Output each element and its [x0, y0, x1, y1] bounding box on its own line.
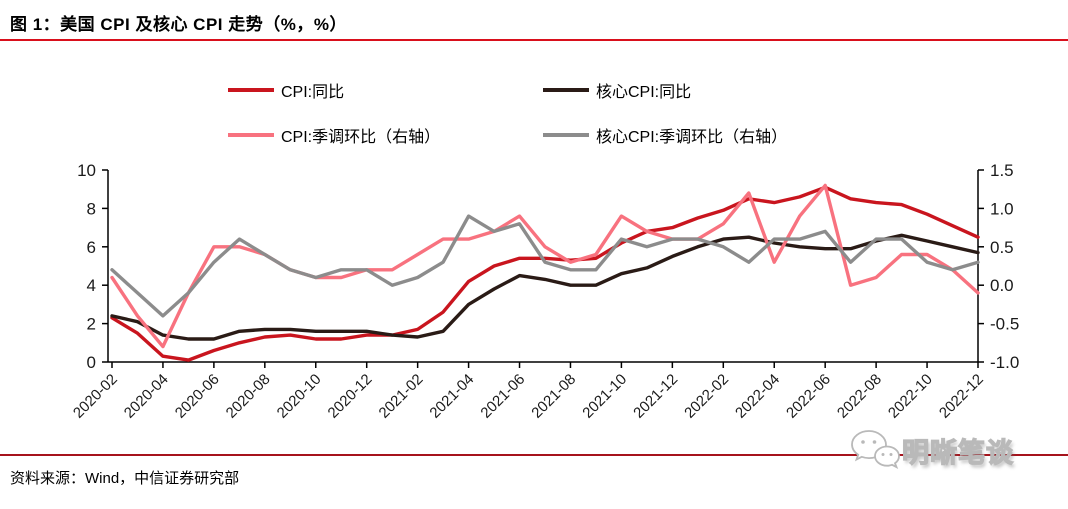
left-axis-tick-label: 6 — [87, 238, 96, 257]
right-axis-tick-label: 0.0 — [990, 276, 1014, 295]
wechat-icon — [851, 430, 900, 469]
x-axis-tick-label: 2020-10 — [274, 371, 325, 422]
title-underline — [0, 39, 1068, 41]
x-axis-tick-label: 2021-10 — [579, 371, 630, 422]
left-axis-tick-label: 4 — [87, 276, 96, 295]
x-axis-tick-label: 2021-12 — [630, 371, 681, 422]
right-axis-tick-label: -0.5 — [990, 315, 1019, 334]
left-axis-tick-label: 0 — [87, 353, 96, 372]
x-axis-tick-label: 2022-04 — [732, 371, 783, 422]
legend-item-cpi-yoy: CPI:同比 — [228, 78, 543, 102]
legend-swatch-cpi-yoy — [228, 88, 274, 92]
line-core-cpi-yoy — [110, 233, 980, 341]
x-axis-tick-label: 2022-08 — [834, 371, 885, 422]
x-axis-tick-label: 2022-12 — [936, 371, 987, 422]
left-axis-tick-label: 10 — [77, 161, 96, 180]
legend-item-cpi-mom: CPI:季调环比（右轴） — [228, 123, 543, 147]
x-axis-tick-label: 2021-04 — [426, 371, 477, 422]
watermark-text: 明晰笔谈 — [901, 437, 1014, 468]
x-axis-tick-label: 2022-02 — [681, 371, 732, 422]
legend-item-core-cpi-yoy: 核心CPI:同比 — [543, 78, 787, 102]
right-axis-tick-label: 1.5 — [990, 161, 1014, 180]
x-axis-tick-label: 2021-06 — [477, 371, 528, 422]
watermark: 明晰笔谈 — [850, 428, 1014, 472]
right-axis-tick-label: 0.5 — [990, 238, 1014, 257]
line-cpi-yoy — [110, 185, 980, 362]
x-axis-tick-label: 2020-06 — [172, 371, 223, 422]
x-axis-tick-label: 2020-08 — [223, 371, 274, 422]
x-axis-tick-label: 2020-04 — [121, 371, 172, 422]
left-axis-tick-label: 2 — [87, 315, 96, 334]
legend-label-core-cpi-mom: 核心CPI:季调环比（右轴） — [596, 129, 788, 146]
legend-swatch-core-cpi-yoy — [543, 88, 589, 92]
legend-item-core-cpi-mom: 核心CPI:季调环比（右轴） — [543, 123, 787, 147]
line-core-cpi-mom — [110, 214, 980, 318]
footer-rule — [0, 454, 1068, 456]
legend-swatch-cpi-mom — [228, 133, 274, 137]
chart-legend: CPI:同比 核心CPI:同比 CPI:季调环比（右轴） 核心CPI:季调环比（右轴） — [228, 78, 787, 147]
left-axis-tick-label: 8 — [87, 199, 96, 218]
line-cpi-mom — [110, 183, 980, 349]
legend-swatch-core-cpi-mom — [543, 133, 589, 137]
x-axis-tick-label: 2022-10 — [885, 371, 936, 422]
figure-title: 图 1：美国 CPI 及核心 CPI 走势（%，%） — [10, 15, 347, 34]
source-note: 资料来源：Wind，中信证券研究部 — [10, 470, 240, 487]
x-axis-tick-label: 2021-08 — [528, 371, 579, 422]
right-axis-tick-label: 1.0 — [990, 199, 1014, 218]
legend-label-core-cpi-yoy: 核心CPI:同比 — [596, 84, 692, 101]
x-axis-tick-label: 2022-06 — [783, 371, 834, 422]
x-axis-tick-label: 2020-12 — [325, 371, 376, 422]
right-axis-tick-label: -1.0 — [990, 353, 1019, 372]
legend-label-cpi-mom: CPI:季调环比（右轴） — [281, 129, 441, 146]
x-axis-tick-label: 2021-02 — [376, 371, 427, 422]
legend-label-cpi-yoy: CPI:同比 — [281, 84, 345, 101]
x-axis-tick-label: 2020-02 — [70, 371, 121, 422]
